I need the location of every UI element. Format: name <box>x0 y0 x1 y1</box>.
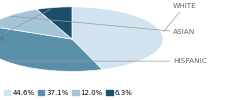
Wedge shape <box>0 9 72 39</box>
Text: WHITE: WHITE <box>164 3 197 32</box>
Legend: 44.6%, 37.1%, 12.0%, 6.3%: 44.6%, 37.1%, 12.0%, 6.3% <box>3 89 133 96</box>
Wedge shape <box>72 7 163 70</box>
Text: HISPANIC: HISPANIC <box>8 58 207 64</box>
Text: BLACK: BLACK <box>0 9 52 42</box>
Text: ASIAN: ASIAN <box>11 16 195 35</box>
Wedge shape <box>0 26 102 71</box>
Wedge shape <box>37 7 72 39</box>
